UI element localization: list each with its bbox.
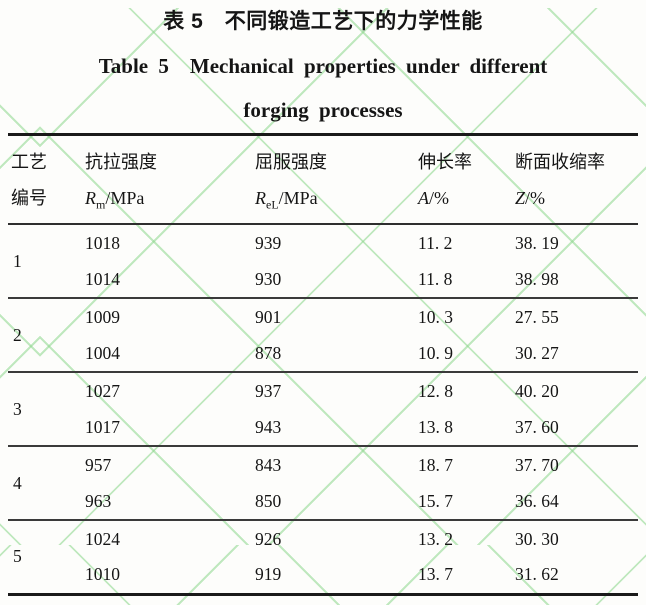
table-cell: 40. 20 — [515, 380, 559, 401]
table-cell: 31. 62 — [515, 564, 559, 585]
table-cell: 930 — [255, 268, 282, 289]
table-row: 4 957 843 18. 7 37. 70 — [8, 446, 638, 493]
table-cell: 37. 60 — [515, 416, 559, 437]
table-cell: 957 — [85, 454, 112, 475]
table-cell: 10. 9 — [418, 342, 453, 363]
group-label: 4 — [13, 472, 22, 493]
table-cell: 38. 19 — [515, 232, 559, 253]
table-cell: 30. 27 — [515, 342, 559, 363]
table-cell: 37. 70 — [515, 454, 559, 475]
table-cell: 13. 2 — [418, 528, 453, 549]
table-row: 2 1009 901 10. 3 27. 55 — [8, 298, 638, 345]
table-cell: 1024 — [85, 528, 120, 549]
table-cell: 15. 7 — [418, 490, 453, 511]
table-cell: 939 — [255, 232, 282, 253]
table-cell: 926 — [255, 528, 282, 549]
table-cell: 1018 — [85, 232, 120, 253]
table-cell: 27. 55 — [515, 306, 559, 327]
paper-table-figure: 表 5 不同锻造工艺下的力学性能 Table 5 Mechanical prop… — [0, 8, 646, 596]
table-title-chinese: 表 5 不同锻造工艺下的力学性能 — [163, 10, 483, 33]
table-title-english-line2: forging processes — [243, 98, 403, 122]
table-cell: 1010 — [85, 564, 120, 585]
process-group-2: 2 1009 901 10. 3 27. 55 1004 878 10. 9 3… — [8, 298, 638, 372]
table-cell: 943 — [255, 416, 282, 437]
table-cell: 1017 — [85, 416, 120, 437]
table-cell: 12. 8 — [418, 380, 453, 401]
table-row: 1 1018 939 11. 2 38. 19 — [8, 224, 638, 271]
column-header-elongation: 伸长率 A/% — [418, 152, 472, 208]
table-cell: 11. 2 — [418, 232, 453, 253]
table-cell: 1004 — [85, 342, 120, 363]
process-group-1: 1 1018 939 11. 2 38. 19 1014 930 11. 8 3… — [8, 224, 638, 298]
table-cell: 937 — [255, 380, 282, 401]
table-cell: 850 — [255, 490, 282, 511]
group-label: 1 — [13, 250, 22, 271]
table-row: 5 1024 926 13. 2 30. 30 — [8, 520, 638, 567]
table-cell: 36. 64 — [515, 490, 559, 511]
table-header: 工艺 编号 抗拉强度 Rm/MPa 屈服强度 ReL/MPa 伸长率 A/% 断… — [8, 135, 638, 224]
table-cell: 843 — [255, 454, 282, 475]
group-label: 3 — [13, 398, 22, 419]
column-header-tensile-strength: 抗拉强度 Rm/MPa — [85, 152, 157, 212]
table-row: 963 850 15. 7 36. 64 — [8, 483, 638, 520]
column-header-process-id: 工艺 编号 — [11, 152, 47, 208]
table-cell: 30. 30 — [515, 528, 559, 549]
table-row: 1014 930 11. 8 38. 98 — [8, 261, 638, 298]
table-cell: 919 — [255, 564, 282, 585]
table-cell: 1009 — [85, 306, 120, 327]
table-cell: 18. 7 — [418, 454, 453, 475]
process-group-3: 3 1027 937 12. 8 40. 20 1017 943 13. 8 3… — [8, 372, 638, 446]
table-cell: 10. 3 — [418, 306, 453, 327]
table-cell: 1014 — [85, 268, 120, 289]
table-cell: 901 — [255, 306, 282, 327]
table-row: 3 1027 937 12. 8 40. 20 — [8, 372, 638, 419]
table-cell: 1027 — [85, 380, 120, 401]
column-header-yield-strength: 屈服强度 ReL/MPa — [255, 152, 327, 212]
table-cell: 38. 98 — [515, 268, 559, 289]
mechanical-properties-table: 工艺 编号 抗拉强度 Rm/MPa 屈服强度 ReL/MPa 伸长率 A/% 断… — [8, 133, 638, 596]
group-label: 2 — [13, 324, 22, 345]
column-header-reduction-of-area: 断面收缩率 Z/% — [515, 152, 605, 208]
group-label: 5 — [13, 546, 22, 567]
table-cell: 11. 8 — [418, 268, 453, 289]
table-title-english-line1: Table 5 Mechanical properties under diff… — [98, 54, 548, 78]
process-group-5: 5 1024 926 13. 2 30. 30 1010 919 13. 7 3… — [8, 520, 638, 594]
table-cell: 878 — [255, 342, 282, 363]
process-group-4: 4 957 843 18. 7 37. 70 963 850 15. 7 36.… — [8, 446, 638, 520]
table-cell: 963 — [85, 490, 112, 511]
table-cell: 13. 8 — [418, 416, 453, 437]
table-cell: 13. 7 — [418, 564, 453, 585]
table-row: 1010 919 13. 7 31. 62 — [8, 557, 638, 594]
table-row: 1004 878 10. 9 30. 27 — [8, 335, 638, 372]
table-row: 1017 943 13. 8 37. 60 — [8, 409, 638, 446]
